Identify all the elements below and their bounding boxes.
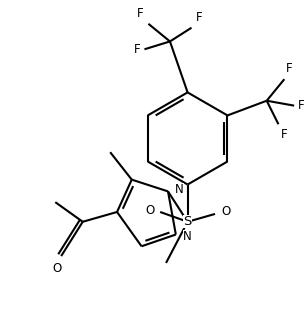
Text: S: S: [183, 215, 192, 228]
Text: F: F: [280, 128, 287, 141]
Text: O: O: [221, 205, 230, 218]
Text: F: F: [196, 11, 202, 24]
Text: O: O: [53, 262, 62, 275]
Text: O: O: [145, 203, 154, 216]
Text: F: F: [286, 62, 293, 75]
Text: F: F: [134, 43, 140, 56]
Text: F: F: [298, 99, 305, 112]
Text: N: N: [183, 230, 192, 243]
Text: N: N: [175, 183, 184, 196]
Text: F: F: [137, 7, 144, 20]
